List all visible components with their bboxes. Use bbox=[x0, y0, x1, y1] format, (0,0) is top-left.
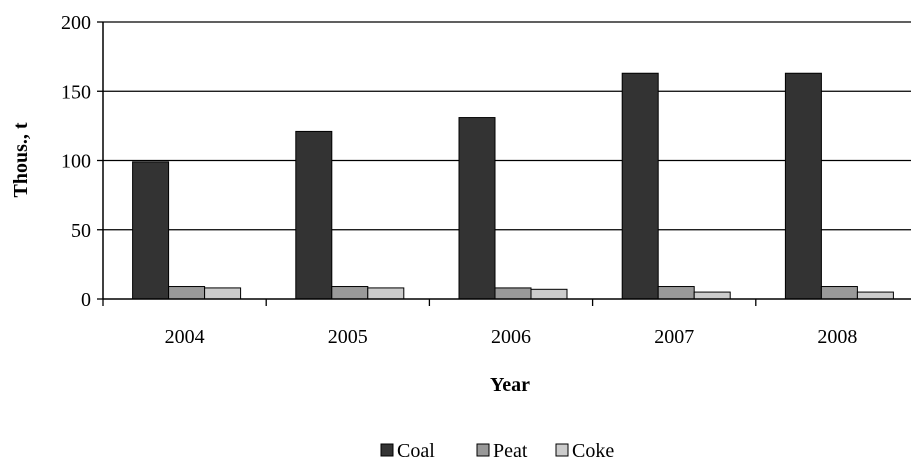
bar-coal-2008 bbox=[785, 73, 821, 299]
bar-coal-2004 bbox=[133, 162, 169, 299]
y-tick-label-150: 150 bbox=[61, 81, 91, 103]
y-tick-label-100: 100 bbox=[61, 151, 91, 173]
bar-coal-2007 bbox=[622, 73, 658, 299]
bar-coke-2007 bbox=[694, 292, 730, 299]
bar-peat-2004 bbox=[169, 287, 205, 299]
legend-label-coke: Coke bbox=[572, 440, 614, 462]
y-tick-label-50: 50 bbox=[71, 220, 91, 242]
y-axis-title: Thous., t bbox=[10, 122, 32, 197]
bar-peat-2007 bbox=[658, 287, 694, 299]
x-axis-title: Year bbox=[490, 374, 530, 396]
legend-swatch-coke bbox=[556, 444, 568, 456]
legend-label-coal: Coal bbox=[397, 440, 435, 462]
bar-coke-2005 bbox=[368, 288, 404, 299]
x-tick-label-2006: 2006 bbox=[491, 326, 531, 348]
x-tick-label-2008: 2008 bbox=[817, 326, 857, 348]
legend-swatch-peat bbox=[477, 444, 489, 456]
bars bbox=[133, 73, 894, 299]
y-tick-label-200: 200 bbox=[61, 12, 91, 34]
bar-coke-2006 bbox=[531, 289, 567, 299]
bar-coke-2008 bbox=[857, 292, 893, 299]
bar-peat-2006 bbox=[495, 288, 531, 299]
x-tick-label-2005: 2005 bbox=[328, 326, 368, 348]
x-tick-labels: 2004 2005 2006 2007 2008 bbox=[165, 326, 858, 348]
legend-swatch-coal bbox=[381, 444, 393, 456]
y-tick-labels: 0 50 100 150 200 bbox=[61, 12, 91, 311]
bar-coal-2005 bbox=[296, 131, 332, 299]
legend: Coal Peat Coke bbox=[381, 440, 614, 462]
bar-peat-2008 bbox=[821, 287, 857, 299]
bar-coke-2004 bbox=[205, 288, 241, 299]
x-tick-label-2007: 2007 bbox=[654, 326, 694, 348]
legend-label-peat: Peat bbox=[493, 440, 528, 462]
x-tick-label-2004: 2004 bbox=[165, 326, 205, 348]
bar-coal-2006 bbox=[459, 118, 495, 299]
y-tick-label-0: 0 bbox=[81, 289, 91, 311]
bar-peat-2005 bbox=[332, 287, 368, 299]
